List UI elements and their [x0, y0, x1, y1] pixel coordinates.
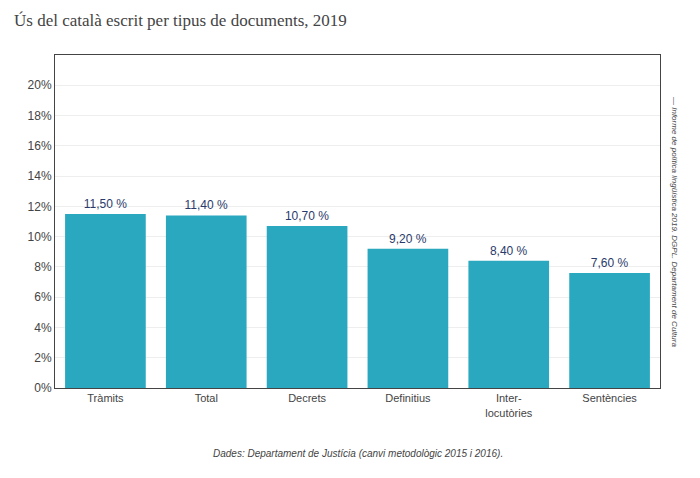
svg-text:8,40 %: 8,40 % [490, 244, 528, 258]
svg-text:4%: 4% [34, 321, 52, 335]
svg-text:10,70 %: 10,70 % [285, 209, 329, 223]
svg-text:Sentències: Sentències [582, 392, 637, 404]
svg-text:8%: 8% [34, 260, 52, 274]
svg-text:Inter-locutòries: Inter-locutòries [485, 392, 533, 418]
svg-text:2%: 2% [34, 351, 52, 365]
svg-text:9,20 %: 9,20 % [389, 232, 427, 246]
svg-text:Definitius: Definitius [385, 392, 431, 404]
svg-text:Dades: Departament de Justícia: Dades: Departament de Justícia (canvi me… [213, 448, 503, 459]
svg-text:12%: 12% [28, 200, 52, 214]
svg-text:0%: 0% [34, 381, 52, 395]
svg-text:11,40 %: 11,40 % [185, 198, 228, 212]
svg-text:— Informe de política lingüíst: — Informe de política lingüística 2019. … [670, 96, 679, 347]
svg-text:16%: 16% [28, 139, 52, 153]
svg-text:7,60 %: 7,60 % [591, 256, 629, 270]
svg-text:18%: 18% [28, 109, 52, 123]
svg-text:6%: 6% [34, 290, 52, 304]
svg-text:Ús del català escrit per tipus: Ús del català escrit per tipus de docume… [14, 11, 347, 30]
svg-text:20%: 20% [28, 78, 52, 92]
svg-text:10%: 10% [28, 230, 52, 244]
svg-text:14%: 14% [28, 169, 52, 183]
svg-text:11,50 %: 11,50 % [84, 197, 127, 211]
svg-text:Total: Total [195, 392, 218, 404]
svg-text:Decrets: Decrets [288, 392, 326, 404]
svg-text:Tràmits: Tràmits [87, 392, 124, 404]
